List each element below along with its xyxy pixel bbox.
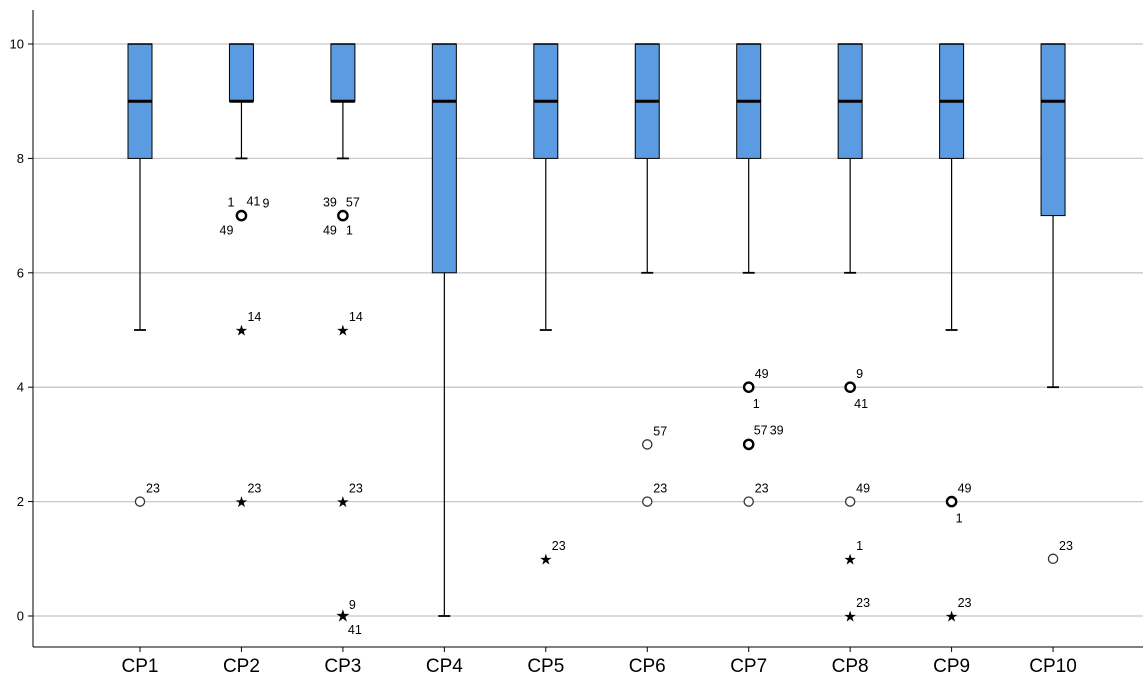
y-tick-label: 4 bbox=[17, 380, 24, 395]
outlier-label: 1 bbox=[753, 397, 760, 411]
box-CP4 bbox=[431, 43, 457, 274]
outlier-label: 49 bbox=[755, 367, 769, 381]
outlier-label: 23 bbox=[856, 596, 870, 610]
outlier-star-CP3: ★ bbox=[336, 322, 349, 340]
outlier-label: 41 bbox=[348, 623, 362, 637]
outlier-circle-CP8 bbox=[844, 496, 856, 507]
outlier-label: 23 bbox=[958, 596, 972, 610]
outlier-label: 23 bbox=[146, 482, 160, 496]
outlier-circle-CP10 bbox=[1047, 553, 1059, 565]
category-label: CP4 bbox=[426, 656, 463, 677]
outlier-label: 14 bbox=[247, 310, 261, 324]
axes bbox=[28, 10, 1143, 652]
y-tick-label: 8 bbox=[17, 151, 24, 166]
outlier-star-CP9: ★ bbox=[945, 608, 958, 626]
category-label: CP8 bbox=[832, 656, 869, 677]
category-label: CP5 bbox=[527, 656, 564, 677]
box-CP10 bbox=[1040, 43, 1066, 217]
outlier-label: 49 bbox=[856, 482, 870, 496]
outlier-label: 1 bbox=[346, 224, 353, 238]
outlier-label: 9 bbox=[262, 197, 269, 211]
outlier-label: 9 bbox=[349, 598, 356, 612]
gridlines bbox=[33, 43, 1143, 617]
y-tick-label: 10 bbox=[10, 37, 24, 52]
outlier-label: 39 bbox=[323, 196, 337, 210]
outlier-label: 1 bbox=[856, 539, 863, 553]
outlier-label: 23 bbox=[653, 482, 667, 496]
category-label: CP9 bbox=[933, 656, 970, 677]
outlier-label: 39 bbox=[770, 423, 784, 437]
outliers: ★ ★ ★ ★ ★ ★ ★ ★ ★ bbox=[134, 209, 1059, 627]
outlier-label: 1 bbox=[227, 196, 234, 210]
outlier-circle-CP7 bbox=[742, 381, 755, 394]
outlier-label: 41 bbox=[246, 195, 260, 209]
box-CP2 bbox=[228, 43, 254, 102]
outlier-star-CP5: ★ bbox=[539, 550, 552, 568]
outlier-label: 57 bbox=[346, 196, 360, 210]
outlier-label: 9 bbox=[856, 367, 863, 381]
category-label: CP10 bbox=[1029, 656, 1077, 677]
category-label: CP7 bbox=[730, 656, 767, 677]
outlier-star-CP2: ★ bbox=[235, 493, 248, 511]
box-CP3 bbox=[330, 43, 356, 102]
outlier-label: 23 bbox=[755, 482, 769, 496]
boxes bbox=[127, 43, 1066, 617]
outlier-circle-CP6 bbox=[642, 439, 653, 450]
outlier-label: 23 bbox=[552, 539, 566, 553]
outlier-label: 57 bbox=[653, 424, 667, 438]
category-label: CP6 bbox=[629, 656, 666, 677]
outlier-label: 57 bbox=[754, 423, 768, 437]
outlier-label: 41 bbox=[854, 397, 868, 411]
category-label: CP2 bbox=[223, 656, 260, 677]
y-tick-label: 0 bbox=[17, 609, 24, 624]
category-label: CP1 bbox=[122, 656, 159, 677]
outlier-label: 49 bbox=[958, 482, 972, 496]
category-label: CP3 bbox=[324, 656, 361, 677]
y-tick-label: 6 bbox=[17, 265, 24, 280]
outlier-star-CP3: ★ bbox=[335, 607, 350, 627]
outlier-circle-CP7 bbox=[743, 496, 754, 507]
outlier-circle-CP9 bbox=[945, 495, 958, 508]
outlier-circle-CP2 bbox=[235, 209, 248, 222]
y-tick-label: 2 bbox=[17, 494, 24, 509]
outlier-circle-CP8 bbox=[844, 381, 856, 394]
outlier-label: 1 bbox=[956, 512, 963, 526]
outlier-label: 49 bbox=[220, 224, 234, 238]
outlier-label: 23 bbox=[349, 482, 363, 496]
outlier-circle-CP7 bbox=[742, 438, 755, 451]
outlier-label: 14 bbox=[349, 310, 363, 324]
outlier-star-CP2: ★ bbox=[235, 322, 248, 340]
outlier-circle-CP3 bbox=[337, 209, 349, 222]
outlier-circle-CP1 bbox=[134, 496, 146, 507]
outlier-label: 23 bbox=[1059, 539, 1073, 553]
outlier-label: 49 bbox=[323, 224, 337, 238]
outlier-circle-CP6 bbox=[642, 496, 653, 507]
outlier-label: 23 bbox=[247, 482, 261, 496]
outlier-star-CP8: ★ bbox=[843, 550, 856, 568]
outlier-star-CP3: ★ bbox=[336, 493, 349, 511]
outlier-star-CP8: ★ bbox=[843, 608, 856, 626]
